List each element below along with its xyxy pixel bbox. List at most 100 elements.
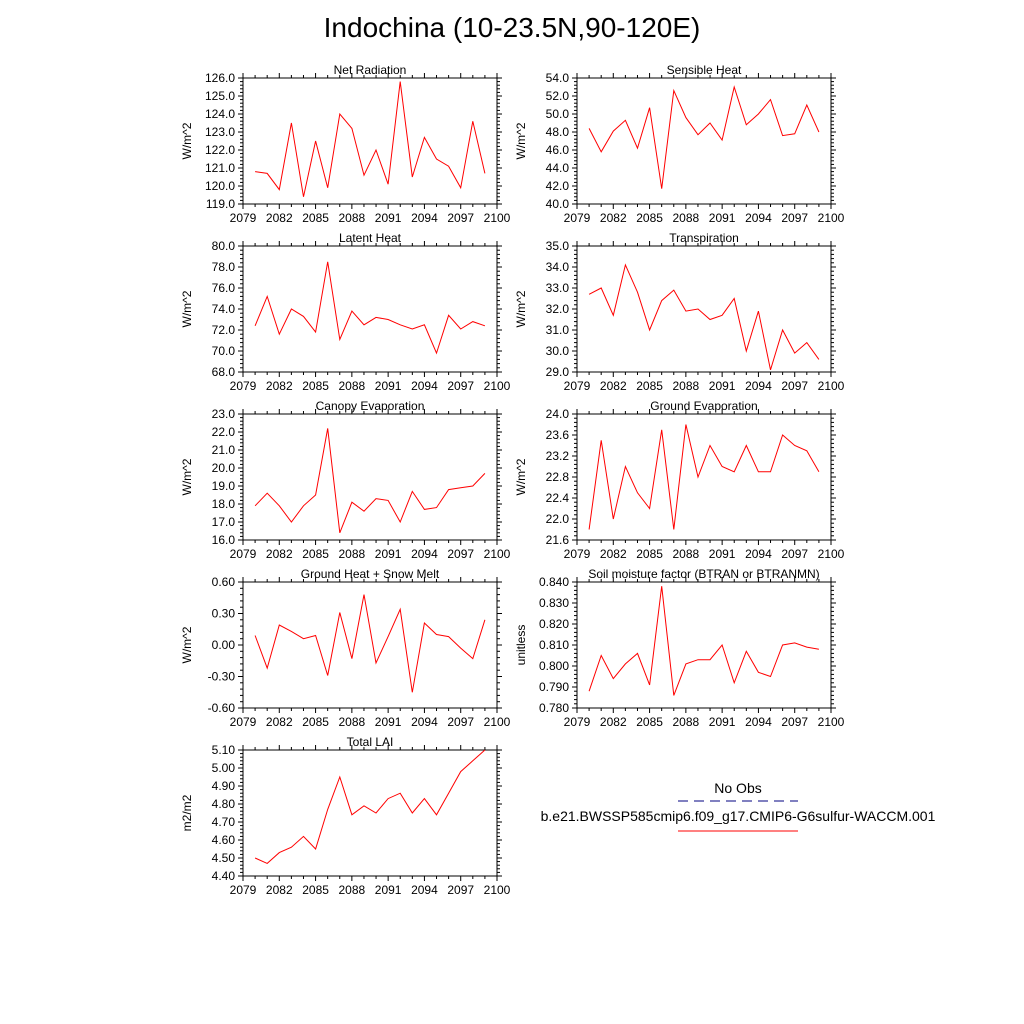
x-tick-label: 2100 <box>484 547 511 561</box>
x-tick-label: 2100 <box>484 715 511 729</box>
x-tick-label: 2097 <box>447 883 474 897</box>
y-tick-label: 22.0 <box>212 425 236 439</box>
x-tick-label: 2100 <box>818 211 845 225</box>
panel-sensible-heat: Sensible Heat W/m^2 40.0 42.0 44.0 46.0 48.0 50… <box>514 63 845 225</box>
y-tick-label: 31.0 <box>546 323 570 337</box>
series-line-soil-moisture-factor-btran-or-btranmn <box>588 586 819 696</box>
y-tick-label: 48.0 <box>546 125 570 139</box>
series-line-ground-heat-snow-melt <box>254 594 486 693</box>
x-tick-label: 2100 <box>484 379 511 393</box>
y-tick-label: 35.0 <box>546 239 570 253</box>
x-tick-label: 2097 <box>447 715 474 729</box>
y-tick-label: 0.780 <box>539 701 569 715</box>
y-tick-label: 4.80 <box>212 797 236 811</box>
panel-latent-heat: Latent Heat W/m^2 68.0 70.0 72.0 74.0 76.0 78.0… <box>180 231 511 393</box>
plot-frame <box>576 581 832 709</box>
plot-frame <box>576 77 832 205</box>
y-tick-label: 0.00 <box>212 638 236 652</box>
legend-label-model-run: b.e21.BWSSP585cmip6.f09_g17.CMIP6-G6sulf… <box>540 808 936 824</box>
y-tick-label: 119.0 <box>206 197 235 211</box>
y-tick-label: 22.0 <box>546 512 570 526</box>
x-tick-label: 2088 <box>673 211 700 225</box>
series-line-canopy-evaporation <box>254 428 486 533</box>
y-axis-label: W/m^2 <box>180 626 194 663</box>
x-tick-label: 2088 <box>339 547 366 561</box>
y-tick-label: 70.0 <box>212 344 236 358</box>
x-tick-label: 2085 <box>636 379 663 393</box>
y-tick-label: 16.0 <box>212 533 236 547</box>
x-tick-label: 2085 <box>302 211 329 225</box>
y-tick-label: 29.0 <box>546 365 570 379</box>
x-tick-label: 2091 <box>375 715 402 729</box>
x-tick-label: 2097 <box>447 547 474 561</box>
y-tick-label: 68.0 <box>212 365 236 379</box>
legend-label-no-obs: No Obs <box>714 780 762 796</box>
x-tick-label: 2079 <box>230 547 257 561</box>
plot-frame <box>242 245 498 373</box>
x-tick-label: 2079 <box>230 379 257 393</box>
x-tick-label: 2097 <box>447 379 474 393</box>
x-tick-label: 2100 <box>818 379 845 393</box>
y-axis-label: W/m^2 <box>514 458 528 495</box>
x-tick-label: 2091 <box>709 547 736 561</box>
x-tick-label: 2082 <box>600 547 627 561</box>
x-tick-label: 2094 <box>745 379 772 393</box>
x-tick-label: 2088 <box>339 715 366 729</box>
y-tick-label: 52.0 <box>546 89 570 103</box>
y-tick-label: 0.830 <box>539 596 569 610</box>
x-tick-label: 2091 <box>375 211 402 225</box>
x-tick-label: 2097 <box>781 547 808 561</box>
y-axis-label: W/m^2 <box>514 290 528 327</box>
y-tick-label: -0.30 <box>208 670 236 684</box>
x-tick-label: 2094 <box>745 547 772 561</box>
y-tick-label: 123.0 <box>205 125 235 139</box>
series-line-ground-evaporation <box>588 424 820 530</box>
y-tick-label: 21.6 <box>546 533 570 547</box>
y-tick-label: -0.60 <box>208 701 236 715</box>
y-tick-label: 0.820 <box>539 617 569 631</box>
x-tick-label: 2094 <box>411 883 438 897</box>
x-tick-label: 2091 <box>709 379 736 393</box>
y-tick-label: 125.0 <box>205 89 235 103</box>
panel-ground-heat-snow-melt: Ground Heat + Snow Melt W/m^2 -0.60 -0.30 0.… <box>180 567 511 729</box>
y-tick-label: 19.0 <box>212 479 236 493</box>
x-tick-label: 2082 <box>600 379 627 393</box>
series-line-sensible-heat <box>588 85 820 189</box>
y-axis-label: m2/m2 <box>180 794 194 831</box>
y-tick-label: 72.0 <box>212 323 236 337</box>
y-tick-label: 32.0 <box>546 302 570 316</box>
y-tick-label: 76.0 <box>212 281 236 295</box>
x-tick-label: 2079 <box>564 379 591 393</box>
y-tick-label: 23.2 <box>546 449 570 463</box>
x-tick-label: 2085 <box>302 547 329 561</box>
x-tick-label: 2082 <box>600 211 627 225</box>
legend-line-no-obs <box>678 800 798 802</box>
y-tick-label: 4.50 <box>212 851 236 865</box>
page-title: Indochina (10-23.5N,90-120E) <box>323 12 701 43</box>
y-axis-label: W/m^2 <box>514 122 528 159</box>
panel-title: Net Radiation <box>334 63 407 77</box>
y-tick-label: 50.0 <box>546 107 570 121</box>
plot-frame <box>242 749 498 877</box>
x-tick-label: 2079 <box>564 715 591 729</box>
x-tick-label: 2097 <box>781 211 808 225</box>
y-tick-label: 22.4 <box>546 491 570 505</box>
x-tick-label: 2091 <box>709 211 736 225</box>
y-tick-label: 33.0 <box>546 281 570 295</box>
x-tick-label: 2085 <box>636 211 663 225</box>
y-tick-label: 23.6 <box>546 428 570 442</box>
x-tick-label: 2088 <box>673 715 700 729</box>
x-tick-label: 2088 <box>339 211 366 225</box>
y-tick-label: 17.0 <box>212 515 236 529</box>
y-tick-label: 4.60 <box>212 833 236 847</box>
plot-frame <box>576 413 832 541</box>
series-line-net-radiation <box>255 81 486 197</box>
y-axis-label: unitless <box>514 625 528 666</box>
x-tick-label: 2085 <box>636 547 663 561</box>
x-tick-label: 2082 <box>266 211 293 225</box>
y-tick-label: 22.8 <box>546 470 570 484</box>
x-tick-label: 2082 <box>600 715 627 729</box>
x-tick-label: 2082 <box>266 883 293 897</box>
x-tick-label: 2085 <box>302 883 329 897</box>
